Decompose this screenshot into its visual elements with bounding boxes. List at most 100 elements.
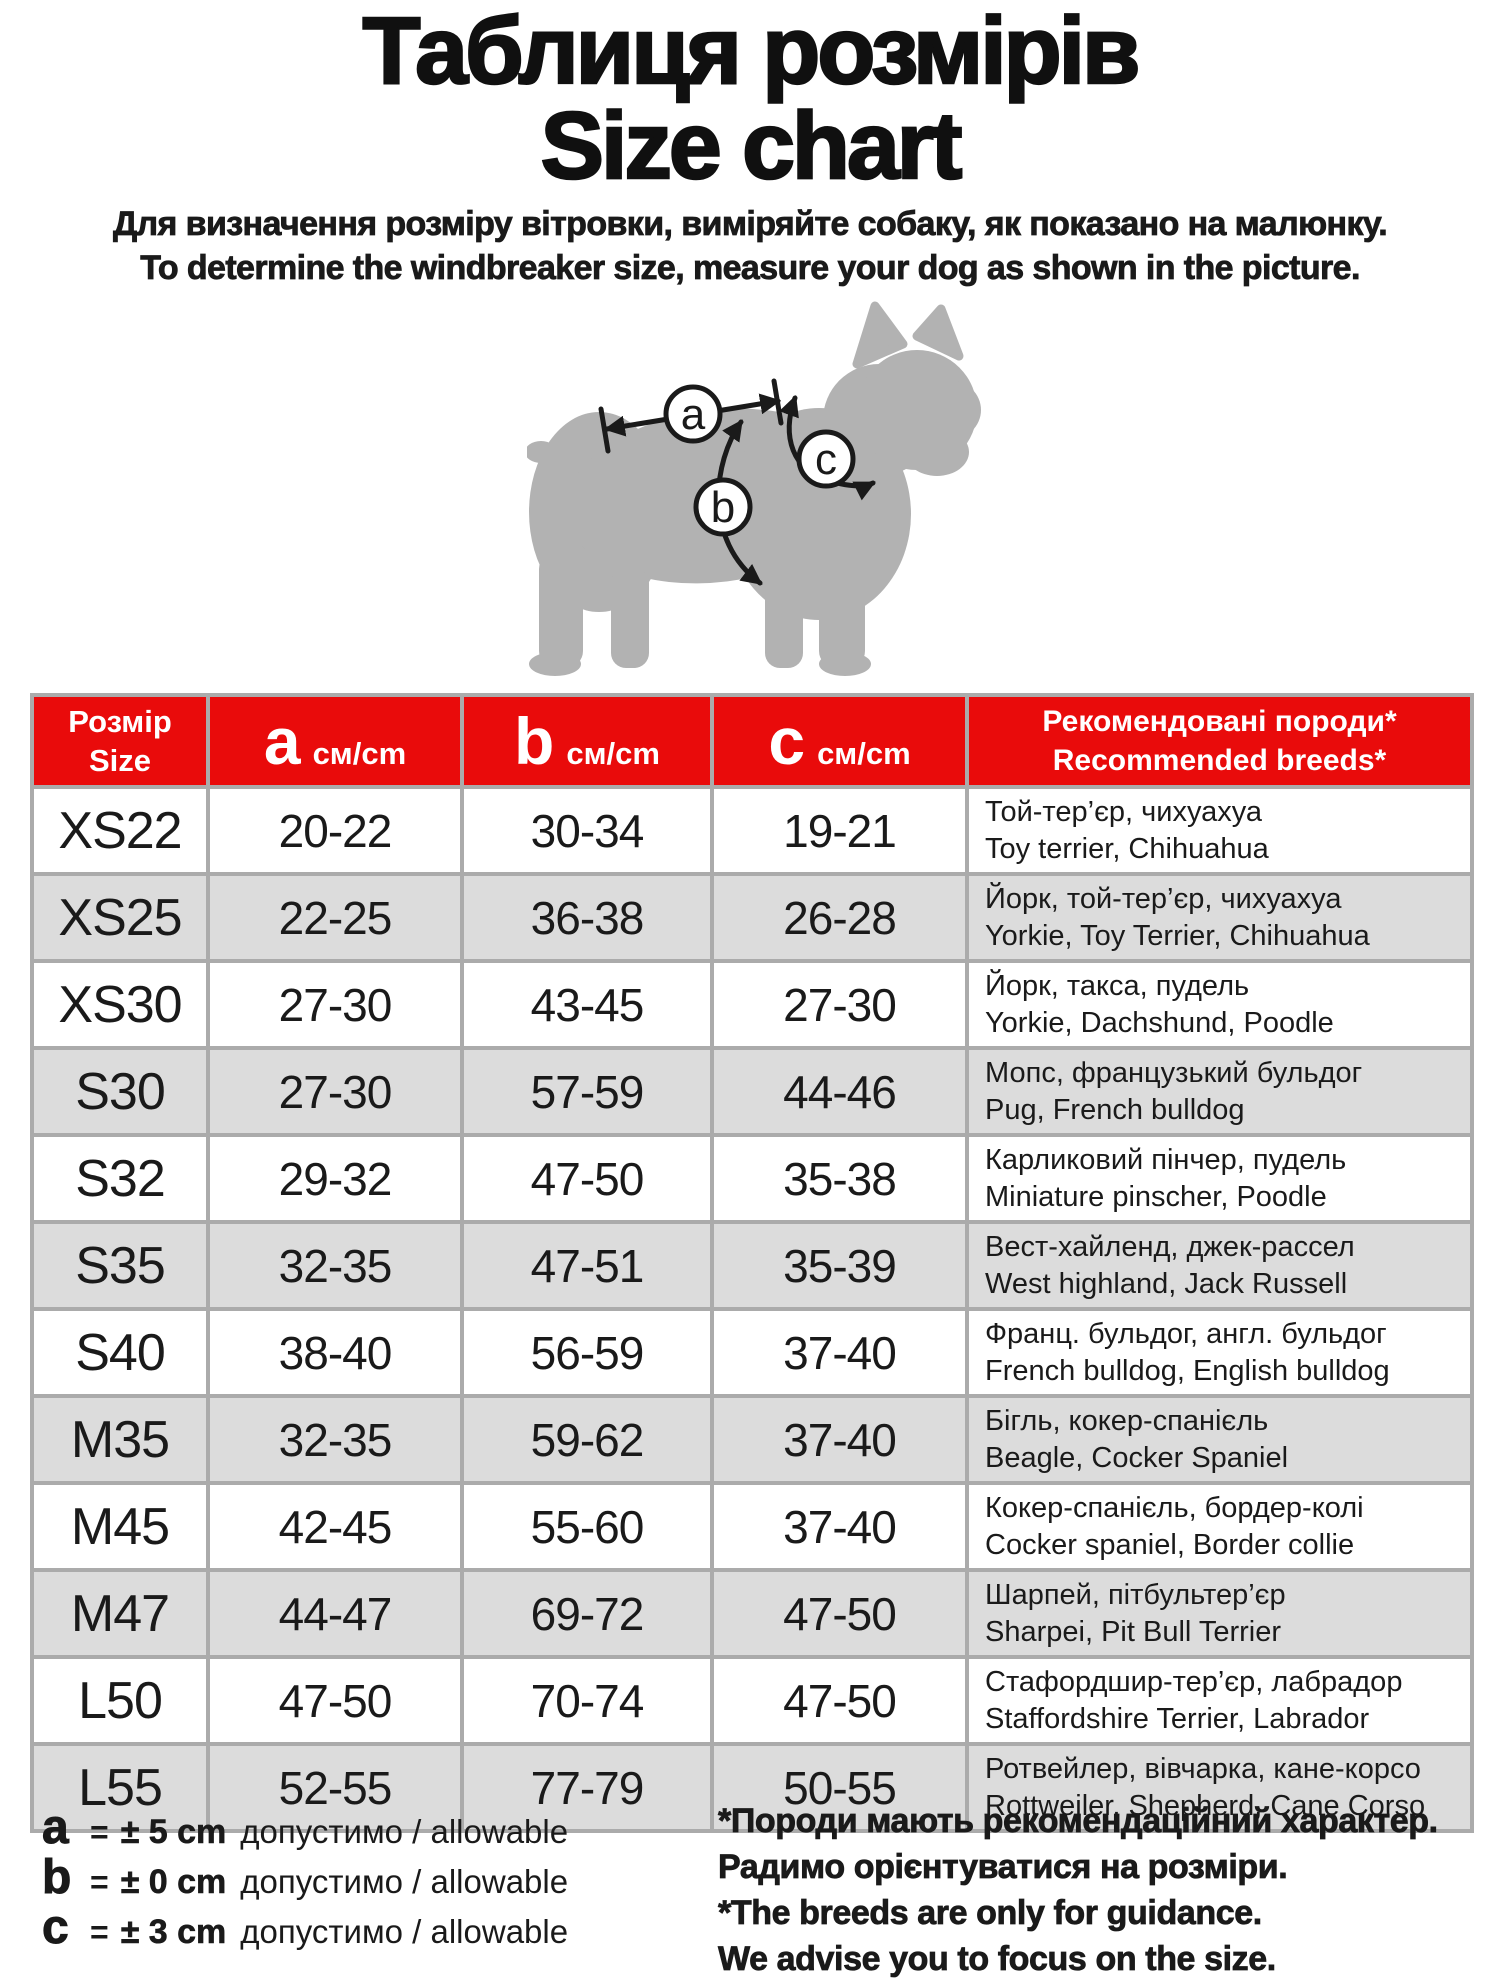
breeds-en: Pug, French bulldog xyxy=(985,1093,1245,1126)
measure-c: c xyxy=(779,395,876,501)
breeds-uk: Франц. бульдог, англ. бульдог xyxy=(985,1317,1387,1350)
measure-c-label: c xyxy=(815,435,837,484)
size-cell: L50 xyxy=(30,1655,210,1746)
legend-letter: b xyxy=(42,1851,72,1905)
b-cell: 77-79 xyxy=(460,1742,714,1833)
measure-a: a xyxy=(598,378,784,454)
measure-a-label: a xyxy=(681,390,706,439)
breeds-en: Cocker spaniel, Border collie xyxy=(985,1528,1355,1561)
breeds-en: Sharpei, Pit Bull Terrier xyxy=(985,1615,1282,1648)
c-cell: 44-46 xyxy=(710,1046,969,1137)
b-cell: 69-72 xyxy=(460,1568,714,1659)
table-row: M47 44-47 69-72 47-50 Шарпей, пітбультер… xyxy=(30,1568,1474,1659)
header-b-letter: b xyxy=(514,704,555,778)
c-cell: 26-28 xyxy=(710,872,969,963)
breeds-en: Toy terrier, Chihuahua xyxy=(985,832,1269,865)
b-cell: 56-59 xyxy=(460,1307,714,1398)
size-cell: S35 xyxy=(30,1220,210,1311)
c-cell: 35-39 xyxy=(710,1220,969,1311)
b-cell: 70-74 xyxy=(460,1655,714,1746)
intro-text: Для визначення розміру вітровки, виміряй… xyxy=(0,202,1500,290)
b-cell: 59-62 xyxy=(460,1394,714,1485)
size-cell: M35 xyxy=(30,1394,210,1485)
breeds-cell: Вест-хайленд, джек-рассел West highland,… xyxy=(965,1220,1474,1311)
b-cell: 47-50 xyxy=(460,1133,714,1224)
b-cell: 57-59 xyxy=(460,1046,714,1137)
breeds-uk: Карликовий пінчер, пудель xyxy=(985,1143,1347,1176)
header-breeds-en: Recommended breeds* xyxy=(1052,744,1387,777)
breeds-uk: Шарпей, пітбультер’єр xyxy=(985,1578,1286,1611)
table-row: M35 32-35 59-62 37-40 Бігль, кокер-спані… xyxy=(30,1394,1474,1485)
size-cell: XS22 xyxy=(30,785,210,876)
page-title: Таблиця розмірів Size chart xyxy=(0,0,1500,195)
breeds-uk: Йорк, той-тер’єр, чихуахуа xyxy=(985,882,1342,915)
a-cell: 27-30 xyxy=(206,959,464,1050)
note-line: *Породи мають рекомендаційний характер. xyxy=(718,1802,1439,1841)
breeds-cell: Йорк, той-тер’єр, чихуахуа Yorkie, Toy T… xyxy=(965,872,1474,963)
b-cell: 30-34 xyxy=(460,785,714,876)
breeds-cell: Мопс, французький бульдог Pug, French bu… xyxy=(965,1046,1474,1137)
c-cell: 19-21 xyxy=(710,785,969,876)
c-cell: 47-50 xyxy=(710,1655,969,1746)
intro-uk: Для визначення розміру вітровки, виміряй… xyxy=(112,205,1389,244)
size-cell: XS25 xyxy=(30,872,210,963)
a-cell: 29-32 xyxy=(206,1133,464,1224)
c-cell: 47-50 xyxy=(710,1568,969,1659)
legend-eq: = xyxy=(90,1914,109,1950)
breeds-en: French bulldog, English bulldog xyxy=(985,1354,1390,1387)
page-title-uk: Таблиця розмірів xyxy=(361,0,1141,104)
header-size-en: Size xyxy=(88,743,152,778)
header-a-letter: a xyxy=(263,704,301,778)
c-cell: 50-55 xyxy=(710,1742,969,1833)
size-cell: L55 xyxy=(30,1742,210,1833)
table-row: XS22 20-22 30-34 19-21 Той-тер’єр, чихуа… xyxy=(30,785,1474,876)
a-cell: 47-50 xyxy=(206,1655,464,1746)
note-line: We advise you to focus on the size. xyxy=(718,1940,1277,1979)
legend-tolerance: ± 5 cm xyxy=(120,1813,227,1852)
breeds-cell: Франц. бульдог, англ. бульдог French bul… xyxy=(965,1307,1474,1398)
header-c: c см/cm xyxy=(710,693,969,789)
legend-row-c: c = ± 3 cm допустимо / allowable xyxy=(42,1900,569,1955)
table-row: S40 38-40 56-59 37-40 Франц. бульдог, ан… xyxy=(30,1307,1474,1398)
header-a-unit: см/cm xyxy=(312,736,407,771)
dog-measurement-diagram: a b c xyxy=(525,300,987,680)
breeds-en: Rottweiler, Shepherd, Cane Corso xyxy=(985,1789,1426,1822)
legend-row-a: a = ± 5 cm допустимо / allowable xyxy=(42,1800,569,1855)
a-cell: 22-25 xyxy=(206,872,464,963)
measure-b: b xyxy=(693,419,763,586)
c-cell: 37-40 xyxy=(710,1481,969,1572)
measure-b-label: b xyxy=(711,483,735,532)
breeds-cell: Кокер-спанієль, бордер-колі Cocker spani… xyxy=(965,1481,1474,1572)
breeds-en: Miniature pinscher, Poodle xyxy=(985,1180,1327,1213)
b-cell: 55-60 xyxy=(460,1481,714,1572)
size-cell: M45 xyxy=(30,1481,210,1572)
a-cell: 32-35 xyxy=(206,1394,464,1485)
a-cell: 27-30 xyxy=(206,1046,464,1137)
legend-text: допустимо / allowable xyxy=(240,1913,569,1950)
a-cell: 20-22 xyxy=(206,785,464,876)
breeds-cell: Ротвейлер, вівчарка, кане-корсо Rottweil… xyxy=(965,1742,1474,1833)
table-row: S32 29-32 47-50 35-38 Карликовий пінчер,… xyxy=(30,1133,1474,1224)
breed-notes: *Породи мають рекомендаційний характер. … xyxy=(718,1798,1439,1982)
measure-c-badge xyxy=(796,429,856,489)
table-header-row: Розмір Size a см/cm b см/cm c см/cm Рекомен… xyxy=(30,693,1474,789)
note-line: *The breeds are only for guidance. xyxy=(718,1894,1263,1933)
breeds-en: West highland, Jack Russell xyxy=(985,1267,1348,1300)
header-size: Розмір Size xyxy=(30,693,210,789)
header-b-unit: см/cm xyxy=(566,736,660,771)
legend-letter: a xyxy=(42,1801,70,1855)
legend-eq: = xyxy=(90,1864,109,1900)
a-cell: 44-47 xyxy=(206,1568,464,1659)
table-row: L55 52-55 77-79 50-55 Ротвейлер, вівчарк… xyxy=(30,1742,1474,1833)
tolerance-legend: a = ± 5 cm допустимо / allowable b = ± 0… xyxy=(42,1800,569,1955)
measure-b-badge xyxy=(693,477,753,537)
size-cell: S32 xyxy=(30,1133,210,1224)
breeds-en: Yorkie, Toy Terrier, Chihuahua xyxy=(985,919,1370,952)
dog-diagram-svg: a b c xyxy=(525,301,981,676)
breeds-cell: Стафордшир-тер’єр, лабрадор Staffordshir… xyxy=(965,1655,1474,1746)
breeds-cell: Той-тер’єр, чихуахуа Toy terrier, Chihua… xyxy=(965,785,1474,876)
table-row: S30 27-30 57-59 44-46 Мопс, французький … xyxy=(30,1046,1474,1137)
legend-tolerance: ± 3 cm xyxy=(120,1913,227,1952)
breeds-cell: Шарпей, пітбультер’єр Sharpei, Pit Bull … xyxy=(965,1568,1474,1659)
c-cell: 27-30 xyxy=(710,959,969,1050)
